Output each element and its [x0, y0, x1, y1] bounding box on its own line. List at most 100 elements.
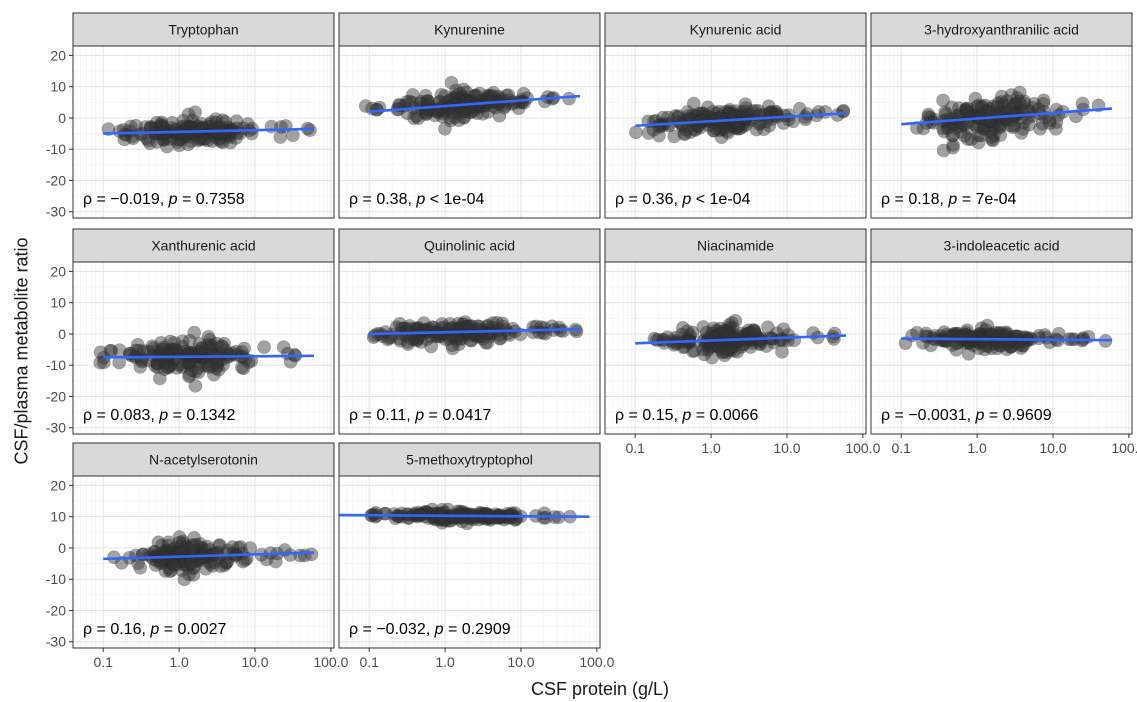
- panel-border: [870, 45, 1133, 219]
- data-point: [706, 321, 721, 336]
- data-point: [713, 342, 728, 357]
- data-point: [427, 320, 442, 335]
- data-point: [738, 104, 752, 119]
- data-point: [763, 105, 778, 120]
- data-point: [1012, 329, 1026, 344]
- data-point: [731, 121, 746, 136]
- data-point: [1012, 85, 1027, 100]
- data-point: [192, 126, 206, 140]
- data-point: [492, 108, 507, 123]
- data-point: [178, 129, 192, 144]
- data-point: [946, 128, 960, 143]
- data-point: [910, 121, 924, 135]
- data-point: [400, 335, 415, 349]
- data-point: [444, 75, 459, 90]
- data-point: [968, 91, 983, 106]
- data-point: [141, 133, 156, 148]
- data-point: [952, 108, 966, 122]
- data-point: [189, 122, 204, 137]
- data-point: [171, 126, 185, 141]
- data-point: [210, 336, 224, 351]
- data-point: [216, 358, 230, 372]
- data-point: [192, 336, 207, 351]
- data-point: [1013, 98, 1028, 112]
- data-point: [453, 86, 467, 101]
- data-point: [964, 132, 978, 147]
- data-point: [209, 115, 223, 130]
- data-point: [175, 339, 190, 354]
- y-tick-label: 10: [50, 79, 66, 95]
- data-point: [1006, 120, 1020, 135]
- data-point: [411, 327, 426, 342]
- point-cloud: [101, 105, 317, 154]
- data-point: [187, 325, 202, 340]
- facet-title: Quinolinic acid: [424, 238, 515, 254]
- panel-background: [73, 262, 334, 434]
- data-point: [135, 354, 149, 369]
- data-point: [936, 143, 951, 158]
- data-point: [209, 112, 223, 126]
- data-point: [714, 111, 729, 126]
- panel-background: [339, 262, 600, 434]
- data-point: [392, 316, 407, 331]
- data-point: [971, 135, 986, 150]
- data-point: [214, 339, 229, 354]
- data-point: [145, 339, 160, 353]
- data-point: [722, 104, 737, 119]
- data-point: [959, 103, 974, 118]
- data-point: [680, 105, 695, 119]
- data-point: [451, 316, 466, 331]
- regression-line: [901, 337, 1113, 342]
- data-point: [761, 99, 776, 113]
- data-point: [959, 101, 974, 116]
- data-point: [677, 127, 691, 141]
- data-point: [205, 134, 219, 148]
- panel-border: [604, 45, 867, 219]
- data-point: [486, 85, 501, 100]
- data-point: [994, 95, 1009, 109]
- data-point: [1033, 122, 1047, 136]
- data-point: [183, 129, 197, 144]
- data-point: [984, 130, 999, 144]
- data-point: [1000, 94, 1014, 108]
- data-point: [184, 134, 198, 149]
- data-point: [176, 113, 191, 128]
- data-point: [1031, 102, 1046, 116]
- x-tick-label: 0.1: [93, 654, 113, 670]
- data-point: [205, 559, 220, 573]
- data-point: [211, 362, 226, 377]
- data-point: [712, 104, 726, 119]
- data-point: [433, 327, 448, 341]
- data-point: [641, 126, 656, 140]
- data-point: [562, 91, 576, 106]
- data-point: [209, 361, 223, 375]
- data-point: [177, 123, 192, 137]
- facet-title: 3-hydroxyanthranilic acid: [924, 22, 1079, 38]
- data-point: [729, 114, 743, 129]
- data-point: [452, 323, 467, 338]
- data-point: [478, 335, 493, 350]
- data-point: [210, 358, 225, 373]
- data-point: [237, 341, 251, 356]
- data-point: [182, 368, 197, 382]
- data-point: [93, 345, 108, 360]
- data-point: [970, 99, 984, 114]
- data-point: [444, 113, 458, 128]
- facet-panel: N-acetylserotonin ρ = 0.16, p = 0.0027 -30…: [46, 442, 349, 670]
- data-point: [283, 548, 298, 562]
- data-point: [695, 106, 710, 120]
- data-point: [482, 326, 496, 340]
- data-point: [1049, 115, 1064, 129]
- data-point: [417, 316, 431, 330]
- data-point: [996, 98, 1010, 112]
- data-point: [495, 316, 510, 331]
- data-point: [836, 103, 851, 118]
- data-point: [218, 115, 233, 129]
- data-point: [181, 137, 195, 152]
- data-point: [978, 121, 992, 136]
- facet-panel: Tryptophan ρ = −0.019, p = 0.7358 -30 -20 -1…: [46, 12, 335, 220]
- data-point: [1012, 94, 1026, 109]
- data-point: [190, 348, 204, 362]
- data-point: [161, 535, 176, 550]
